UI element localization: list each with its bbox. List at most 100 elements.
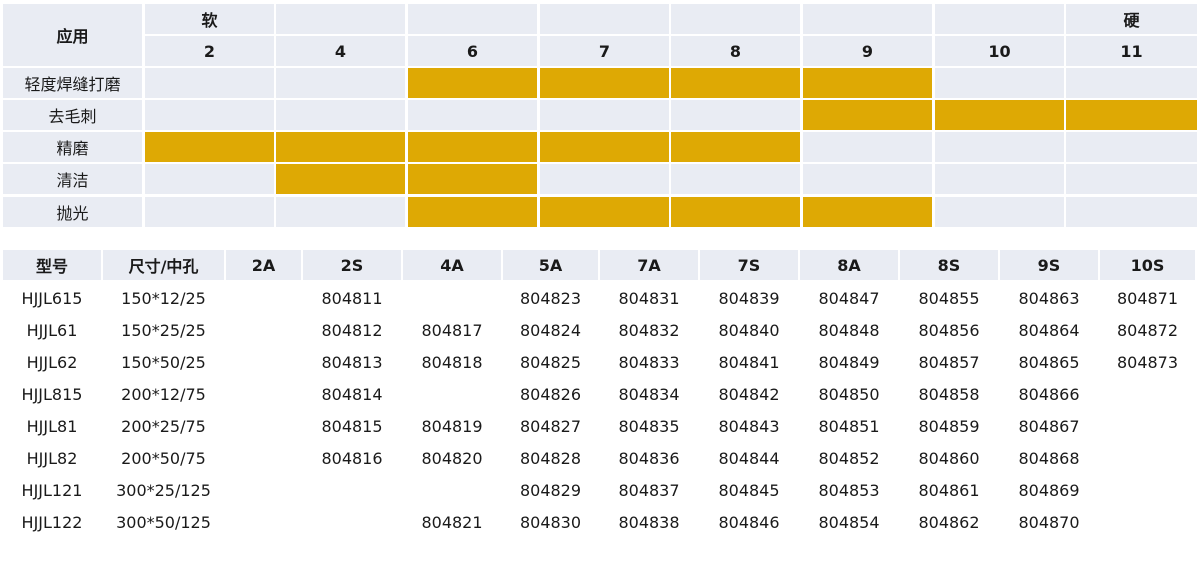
size-cell: 150*12/25 [121,288,206,308]
code-4a: 804820 [421,448,483,468]
grade-fill-cell [540,197,669,227]
model-cell: HJJL815 [21,384,83,404]
column-header-2a: 2A [226,250,301,280]
code-7s: 804845 [718,480,780,500]
code-5a: 804830 [519,512,582,532]
code-9s: 804869 [1018,480,1080,500]
code-7s: 804840 [718,320,780,340]
code-9s: 804868 [1018,448,1080,468]
code-4a [403,379,501,409]
application-label: 轻度焊缝打磨 [3,68,142,98]
model-cell: HJJL81 [26,416,78,436]
code-2a [226,443,301,473]
grade-fill-cell [408,164,537,194]
code-8s: 804858 [918,384,980,404]
grade-fill-cell [540,132,669,162]
model-cell: HJJL121 [21,480,83,500]
size-cell: 150*50/25 [121,352,206,372]
code-7s: 804841 [718,352,780,372]
grade-empty-cell [671,164,800,194]
application-label: 抛光 [3,197,142,227]
code-10s [1100,443,1195,473]
code-8a: 804850 [818,384,880,404]
application-header: 应用 [3,4,142,66]
model-cell: HJJL62 [26,352,78,372]
grade-empty-cell [276,197,405,227]
code-7a: 804834 [618,384,680,404]
grade-empty-cell [803,164,932,194]
code-2a [226,507,301,537]
code-7a: 804831 [618,288,680,308]
code-5a: 804823 [519,288,582,308]
code-2a [226,379,301,409]
grade-empty-cell [1066,164,1197,194]
grade-empty-cell [145,197,274,227]
hard-label: 硬 [1066,4,1197,34]
code-2s: 804816 [321,448,383,468]
code-7a: 804838 [618,512,680,532]
application-label: 精磨 [3,132,142,162]
code-9s: 804866 [1018,384,1080,404]
code-8s: 804862 [918,512,980,532]
grade-empty-cell [145,164,274,194]
code-8a: 804847 [818,288,880,308]
code-8s: 804860 [918,448,980,468]
grade-fill-cell [935,100,1064,130]
grade-header-9: 9 [803,36,932,66]
code-5a: 804827 [519,416,582,436]
grade-header-top-4 [671,4,800,34]
grade-fill-cell [671,197,800,227]
column-header-7s: 7S [700,250,798,280]
code-10s: 804873 [1116,352,1179,372]
code-4a [403,283,501,313]
code-8a: 804854 [818,512,880,532]
code-7s: 804842 [718,384,780,404]
soft-label: 软 [145,4,274,34]
model-cell: HJJL61 [26,320,78,340]
grade-fill-cell [408,68,537,98]
grade-header-8: 8 [671,36,800,66]
grade-empty-cell [935,164,1064,194]
column-header-7a: 7A [600,250,698,280]
grade-empty-cell [1066,132,1197,162]
code-7s: 804846 [718,512,780,532]
grade-header-7: 7 [540,36,669,66]
grade-header-6: 6 [408,36,537,66]
model-cell: HJJL82 [26,448,78,468]
code-8a: 804853 [818,480,880,500]
column-header-8s: 8S [900,250,998,280]
code-4a: 804817 [421,320,483,340]
grade-header-top-3 [540,4,669,34]
code-9s: 804867 [1018,416,1080,436]
column-header-4a: 4A [403,250,501,280]
size-cell: 300*25/125 [116,480,211,500]
application-label: 清洁 [3,164,142,194]
code-9s: 804865 [1018,352,1080,372]
model-cell: HJJL122 [21,512,83,532]
grade-header-top-6 [935,4,1064,34]
grade-fill-cell [276,164,405,194]
grade-fill-cell [276,132,405,162]
column-header-10s: 10S [1100,250,1195,280]
grade-fill-cell [803,197,932,227]
grade-empty-cell [803,132,932,162]
code-2a [226,411,301,441]
grade-fill-cell [145,132,274,162]
column-header-8a: 8A [800,250,898,280]
code-7s: 804839 [718,288,780,308]
application-label: 去毛刺 [3,100,142,130]
grade-empty-cell [1066,68,1197,98]
code-2s [303,507,401,537]
code-10s: 804872 [1116,320,1179,340]
code-7a: 804836 [618,448,680,468]
column-header-size: 尺寸/中孔 [103,250,224,280]
code-4a: 804821 [421,512,483,532]
code-8a: 804852 [818,448,880,468]
grade-empty-cell [276,68,405,98]
column-header-2s: 2S [303,250,401,280]
code-2s: 804813 [321,352,383,372]
grade-fill-cell [671,68,800,98]
code-10s [1100,507,1195,537]
code-8s: 804855 [918,288,980,308]
code-2s: 804812 [321,320,383,340]
